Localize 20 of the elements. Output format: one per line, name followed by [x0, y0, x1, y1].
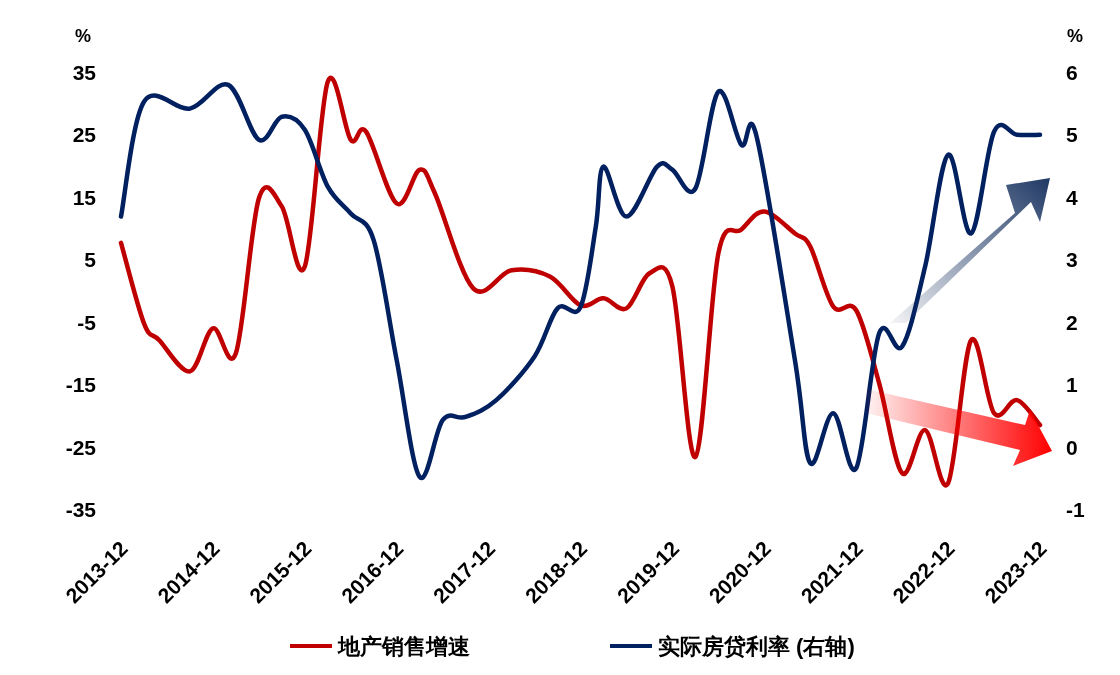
y2-tick-label: 6: [1066, 61, 1078, 84]
y2-tick-label: 5: [1066, 123, 1078, 147]
y-tick-label: -5: [77, 310, 97, 334]
y2-tick-label: 0: [1066, 435, 1078, 459]
y-tick-label: 5: [84, 248, 97, 272]
y2-axis-title: %: [1066, 26, 1084, 46]
y2-tick-label: 4: [1066, 185, 1078, 209]
y2-tick-label: 1: [1066, 373, 1078, 397]
legend-label: 实际房贷利率 (右轴): [658, 634, 855, 659]
y-tick-label: 25: [72, 123, 97, 147]
y-tick-label: 15: [72, 185, 97, 209]
y2-tick-label: 3: [1066, 248, 1078, 272]
y-tick-label: -25: [65, 435, 97, 459]
y-tick-label: 35: [72, 61, 97, 84]
y2-tick-label: -1: [1066, 498, 1085, 521]
y-tick-label: -35: [65, 498, 97, 521]
y2-tick-label: 2: [1066, 310, 1078, 334]
y-tick-label: -15: [65, 373, 97, 397]
legend-label: 地产销售增速: [337, 634, 470, 659]
y-axis-title: %: [74, 26, 92, 46]
